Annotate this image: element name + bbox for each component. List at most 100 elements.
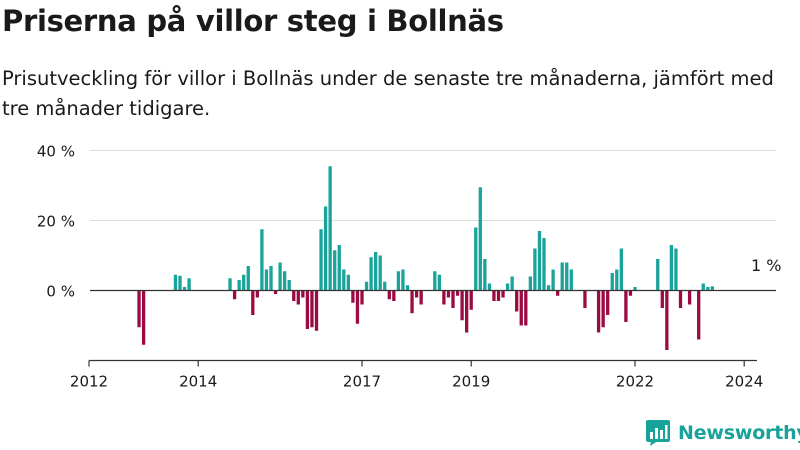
bar	[706, 287, 710, 291]
bar	[342, 269, 346, 291]
bar	[319, 229, 323, 291]
bar	[360, 290, 364, 305]
y-tick-label: 0 %	[46, 283, 75, 301]
x-tick-label: 2017	[343, 373, 381, 391]
bar	[610, 273, 614, 291]
bar	[255, 290, 259, 298]
bar	[419, 290, 423, 305]
bar	[333, 250, 337, 291]
bar	[401, 269, 405, 291]
bar	[387, 290, 391, 300]
bar	[601, 290, 605, 328]
bar	[660, 290, 664, 308]
bar	[437, 274, 441, 291]
bar	[619, 248, 623, 291]
bar	[469, 290, 473, 310]
bar	[528, 276, 532, 291]
bar	[328, 166, 332, 291]
labels: 0 % 20 % 40 % 2012 2014 2017 2019 2022 2024 1 %	[37, 143, 782, 391]
newsworthy-brand: Newsworthy	[645, 418, 800, 448]
bar	[405, 285, 410, 291]
newsworthy-logo-icon	[646, 420, 670, 446]
bar	[433, 271, 437, 291]
bar	[701, 283, 705, 291]
bar	[292, 290, 296, 301]
bar	[141, 290, 146, 345]
bar	[687, 290, 692, 305]
bar	[583, 290, 587, 308]
x-tick-label: 2022	[616, 373, 654, 391]
bar	[669, 245, 674, 291]
bar	[474, 227, 478, 291]
bar	[246, 266, 250, 291]
bar	[510, 276, 514, 291]
bar	[410, 290, 414, 314]
bar	[396, 271, 401, 291]
bar	[310, 290, 314, 328]
bar	[483, 259, 487, 291]
bar	[551, 269, 555, 291]
bar	[674, 248, 678, 291]
bar	[446, 290, 451, 298]
bar	[710, 286, 714, 291]
bar	[260, 229, 264, 291]
bars	[137, 166, 714, 350]
bar	[228, 278, 232, 291]
bar	[492, 290, 496, 301]
bar	[296, 290, 300, 305]
bar	[232, 290, 237, 300]
bar	[524, 290, 528, 326]
bar	[519, 290, 523, 326]
brand-name: Newsworthy	[678, 422, 800, 444]
bar	[569, 269, 573, 291]
bar	[283, 271, 287, 291]
x-tick-label: 2014	[179, 373, 217, 391]
bar	[374, 252, 378, 291]
bar	[615, 269, 619, 291]
bar	[137, 290, 141, 328]
bar	[556, 290, 560, 296]
bar	[301, 290, 305, 298]
bar	[178, 275, 182, 291]
bar	[465, 290, 469, 333]
page-subtitle: Prisutveckling för villor i Bollnäs unde…	[2, 67, 774, 120]
axes	[88, 289, 776, 367]
bar	[182, 287, 187, 291]
bar	[264, 269, 269, 291]
bar	[542, 238, 546, 291]
bar	[337, 245, 341, 291]
bar	[269, 266, 273, 291]
bar	[665, 290, 669, 350]
bar	[414, 290, 419, 298]
bar	[451, 290, 455, 308]
bar	[355, 290, 360, 324]
bar	[383, 281, 387, 291]
x-tick-label: 2012	[70, 373, 108, 391]
bar	[678, 290, 683, 308]
bar	[187, 278, 191, 291]
bar	[314, 290, 319, 331]
bar	[487, 283, 492, 291]
bar	[596, 290, 601, 333]
bar	[378, 255, 382, 291]
bar	[533, 248, 537, 291]
x-tick-label: 2019	[452, 373, 490, 391]
y-tick-label: 20 %	[37, 213, 75, 231]
bar	[460, 290, 464, 321]
bar	[278, 262, 282, 291]
x-tick-label: 2024	[725, 373, 763, 391]
bar	[305, 290, 310, 329]
bar	[606, 290, 610, 315]
bar	[505, 283, 510, 291]
y-tick-label: 40 %	[37, 143, 75, 161]
bar	[628, 290, 633, 296]
bar	[537, 231, 542, 291]
bar	[364, 281, 369, 291]
bar	[633, 287, 637, 291]
page-title: Priserna på villor steg i Bollnäs	[2, 4, 504, 38]
bar	[287, 280, 291, 291]
bar	[251, 290, 255, 315]
bar	[242, 274, 246, 291]
bar	[273, 290, 278, 294]
bar	[565, 262, 569, 291]
